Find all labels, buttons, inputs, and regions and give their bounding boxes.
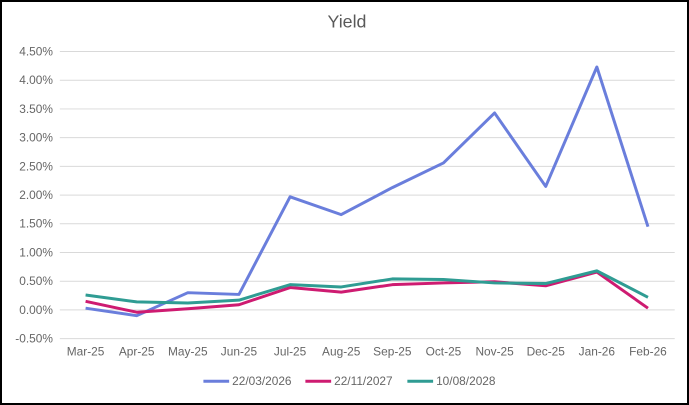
x-tick-label: Nov-25 xyxy=(475,344,514,358)
y-tick-label: 1.50% xyxy=(19,217,53,231)
y-tick-label: 4.50% xyxy=(19,44,53,58)
x-axis-labels: Mar-25 Apr-25 May-25 Jun-25 Jul-25 Aug-25 Sep-… xyxy=(67,344,667,358)
x-tick-label: Feb-26 xyxy=(629,344,667,358)
series-line-22-03-2026 xyxy=(85,65,650,318)
y-axis-labels: 4.50% 4.00% 3.50% 3.00% 2.50% 2.00% 1.50% 1.00%… xyxy=(15,44,53,345)
y-tick-label: 2.00% xyxy=(19,188,53,202)
chart-title: Yield xyxy=(327,12,366,32)
y-tick-label: 0.00% xyxy=(19,303,53,317)
x-tick-label: Jun-25 xyxy=(221,344,258,358)
legend-label-22-03-2026: 22/03/2026 xyxy=(232,374,292,388)
x-tick-label: Oct-25 xyxy=(426,344,462,358)
y-tick-label: -0.50% xyxy=(15,332,53,346)
series-line-22-11-2027 xyxy=(85,270,649,314)
legend-label-22-11-2027: 22/11/2027 xyxy=(334,374,393,388)
y-tick-label: 0.50% xyxy=(19,274,53,288)
legend-label-10-08-2028: 10/08/2028 xyxy=(436,374,496,388)
y-tick-label: 3.50% xyxy=(19,102,53,116)
y-tick-label: 3.00% xyxy=(19,131,53,145)
gridlines xyxy=(59,51,675,340)
y-tick-label: 1.00% xyxy=(19,245,53,259)
x-tick-label: Sep-25 xyxy=(373,344,412,358)
y-tick-label: 2.50% xyxy=(19,159,53,173)
x-tick-label: Apr-25 xyxy=(119,344,155,358)
x-tick-label: Mar-25 xyxy=(67,344,105,358)
x-tick-label: Dec-25 xyxy=(527,344,566,358)
legend: 22/03/2026 22/11/2027 10/08/2028 xyxy=(203,374,496,388)
x-tick-label: Jan-26 xyxy=(579,344,616,358)
x-tick-label: May-25 xyxy=(168,344,208,358)
y-tick-label: 4.00% xyxy=(19,73,53,87)
series-lines xyxy=(85,65,650,318)
x-tick-label: Jul-25 xyxy=(274,344,307,358)
series-line-10-08-2028 xyxy=(85,269,649,305)
x-tick-label: Aug-25 xyxy=(322,344,361,358)
